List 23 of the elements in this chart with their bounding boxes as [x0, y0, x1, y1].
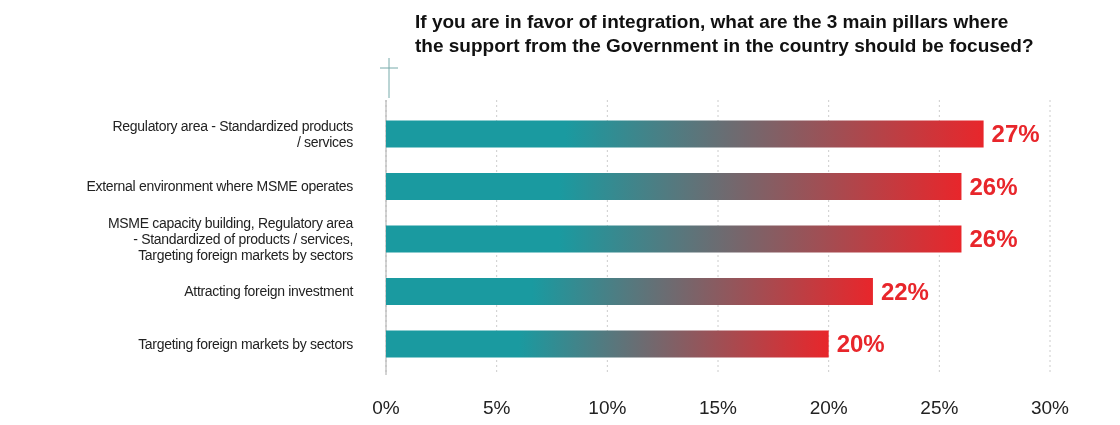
data-label: 20% [836, 330, 885, 358]
x-tick-label: 0% [372, 397, 400, 418]
y-tick-label: Targeting foreign markets by sectors [138, 335, 354, 352]
x-tick-label: 30% [1030, 397, 1070, 418]
data-label: 22% [880, 277, 929, 305]
bar [386, 173, 962, 200]
x-tick-label: 25% [920, 397, 959, 418]
x-tick-label: 10% [588, 397, 627, 418]
data-label: 27% [991, 120, 1040, 148]
bar [386, 330, 829, 358]
data-label: 26% [969, 225, 1018, 253]
y-tick-label: Attracting foreign investment [184, 283, 354, 300]
bar [386, 225, 962, 253]
y-tick-label: MSME capacity building, Regulatory area - Standardized of products / services, Targeting foreign markets by sectors [107, 214, 354, 263]
data-label: 26% [969, 172, 1018, 200]
y-tick-label: Regulatory area - Standardized products / services [112, 117, 354, 150]
x-tick-label: 15% [698, 397, 738, 418]
bar [386, 278, 873, 305]
x-tick-label: 5% [482, 397, 511, 418]
bar [386, 120, 984, 148]
chart-title: If you are in favor of integration, what are the 3 main pillars where the support from the Government in the country should be focused? [415, 11, 1034, 56]
x-tick-label: 20% [809, 397, 848, 418]
y-tick-label: External environment where MSME operates [86, 178, 354, 195]
